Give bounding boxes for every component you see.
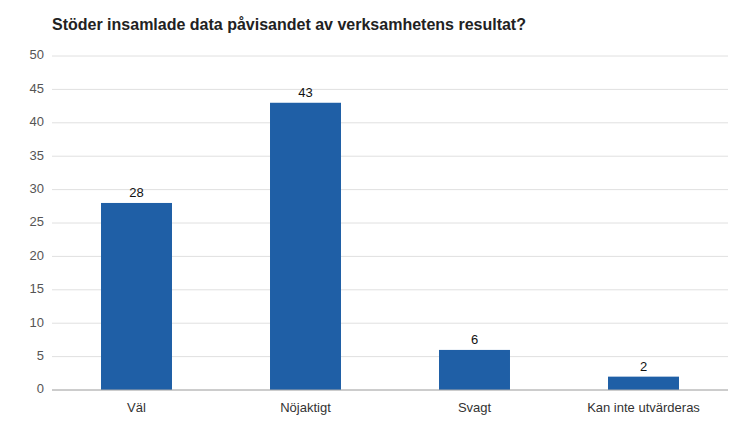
grid-line bbox=[52, 56, 728, 57]
y-axis: 0 5 10 15 20 25 30 35 40 45 50 bbox=[30, 47, 44, 396]
y-tick-label: 50 bbox=[30, 47, 44, 62]
data-label: 28 bbox=[129, 185, 143, 200]
grid bbox=[52, 56, 728, 390]
bar bbox=[101, 203, 172, 390]
x-axis-line bbox=[52, 390, 728, 391]
bar bbox=[439, 350, 510, 390]
y-tick-label: 10 bbox=[30, 315, 44, 330]
x-tick-label: Väl bbox=[127, 400, 146, 415]
x-tick-label: Nöjaktigt bbox=[280, 400, 331, 415]
data-label: 2 bbox=[640, 359, 647, 374]
data-label: 6 bbox=[471, 332, 478, 347]
y-tick-label: 20 bbox=[30, 248, 44, 263]
chart-container: Stöder insamlade data påvisandet av verk… bbox=[0, 0, 750, 436]
page: {"chart_data": {"type": "bar", "title": … bbox=[0, 0, 750, 436]
y-tick-label: 35 bbox=[30, 148, 44, 163]
data-label: 43 bbox=[298, 85, 312, 100]
x-tick-label: Kan inte utvärderas bbox=[587, 400, 700, 415]
grid-line bbox=[52, 89, 728, 90]
x-tick-label: Svagt bbox=[458, 400, 492, 415]
bars bbox=[101, 103, 679, 390]
y-tick-label: 0 bbox=[37, 381, 44, 396]
grid-line bbox=[52, 189, 728, 190]
y-tick-label: 5 bbox=[37, 348, 44, 363]
chart-svg: Stöder insamlade data påvisandet av verk… bbox=[0, 0, 750, 436]
y-tick-label: 15 bbox=[30, 281, 44, 296]
y-tick-label: 40 bbox=[30, 114, 44, 129]
x-axis: Väl Nöjaktigt Svagt Kan inte utvärderas bbox=[52, 390, 728, 415]
y-tick-label: 45 bbox=[30, 81, 44, 96]
y-tick-label: 30 bbox=[30, 181, 44, 196]
data-labels: 28 43 6 2 bbox=[129, 85, 647, 374]
grid-line bbox=[52, 122, 728, 123]
chart-title: Stöder insamlade data påvisandet av verk… bbox=[52, 16, 526, 33]
bar bbox=[270, 103, 341, 390]
grid-line bbox=[52, 156, 728, 157]
grid-line bbox=[52, 390, 728, 391]
bar bbox=[608, 377, 679, 390]
y-tick-label: 25 bbox=[30, 214, 44, 229]
